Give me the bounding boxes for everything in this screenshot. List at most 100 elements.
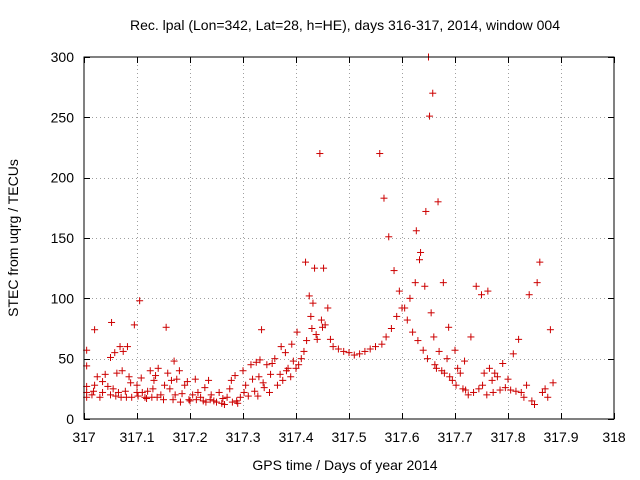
data-point: [268, 359, 276, 367]
data-point: [111, 349, 119, 357]
data-point: [303, 337, 311, 345]
y-tick-label: 300: [51, 49, 75, 65]
data-point: [485, 364, 493, 372]
data-point: [143, 394, 151, 402]
data-point: [164, 369, 172, 377]
data-point: [219, 394, 227, 402]
data-point: [480, 369, 488, 377]
data-point: [307, 312, 315, 320]
data-point: [401, 304, 409, 312]
data-point: [113, 369, 121, 377]
x-tick-label: 317.3: [225, 429, 260, 445]
data-point: [316, 150, 324, 158]
data-point: [205, 376, 213, 384]
data-point: [350, 351, 358, 359]
data-point: [434, 198, 442, 206]
data-point: [426, 112, 434, 120]
data-point: [334, 345, 342, 353]
data-point: [157, 391, 165, 399]
data-point: [215, 388, 223, 396]
data-points: [83, 53, 557, 409]
data-point: [484, 287, 492, 295]
data-point: [321, 321, 329, 329]
data-point: [421, 282, 429, 290]
data-point: [312, 331, 320, 339]
data-point: [456, 369, 464, 377]
data-point: [107, 391, 114, 399]
data-point: [406, 294, 414, 302]
data-point: [91, 381, 99, 389]
data-point: [279, 376, 287, 384]
data-point: [176, 398, 184, 406]
data-point: [451, 346, 459, 354]
data-point: [512, 387, 520, 395]
data-point: [382, 333, 390, 341]
y-tick-label: 50: [58, 351, 74, 367]
data-point: [446, 373, 454, 381]
data-point: [119, 347, 127, 355]
y-axis-label: STEC from uqrg / TECUs: [5, 159, 21, 317]
data-point: [249, 375, 257, 383]
data-point: [171, 391, 179, 399]
data-point: [266, 388, 273, 396]
data-point: [496, 386, 504, 394]
data-point: [432, 364, 440, 372]
data-point: [109, 385, 117, 393]
data-point: [166, 385, 174, 393]
data-point: [412, 227, 420, 235]
data-point: [121, 387, 129, 395]
data-point: [429, 89, 437, 97]
data-point: [138, 388, 146, 396]
x-tick-label: 317.8: [490, 429, 525, 445]
data-point: [162, 323, 170, 331]
data-point: [517, 388, 525, 396]
data-point: [123, 343, 131, 351]
data-point: [292, 364, 300, 372]
data-point: [288, 340, 296, 348]
data-point: [528, 397, 536, 405]
data-point: [472, 282, 480, 290]
data-point: [308, 325, 316, 332]
data-point: [326, 335, 334, 343]
data-point: [251, 387, 259, 395]
data-point: [493, 373, 501, 381]
data-point: [116, 343, 124, 351]
x-tick-label: 317.1: [119, 429, 154, 445]
x-tick-label: 317.5: [331, 429, 366, 445]
data-point: [258, 326, 266, 334]
data-point: [134, 392, 142, 400]
data-point: [242, 381, 250, 389]
data-point: [464, 391, 472, 399]
data-point: [201, 384, 209, 392]
data-point: [489, 388, 497, 396]
data-point: [254, 392, 262, 400]
data-point: [284, 364, 292, 372]
data-point: [247, 361, 255, 369]
x-tick-label: 317.6: [384, 429, 419, 445]
data-point: [185, 396, 193, 404]
data-point: [104, 382, 112, 390]
data-point: [108, 318, 116, 326]
data-point: [175, 367, 183, 375]
data-point: [387, 325, 395, 332]
data-point: [423, 355, 431, 363]
data-point: [320, 264, 328, 272]
data-point: [202, 398, 210, 406]
data-point: [186, 397, 194, 405]
x-tick-label: 318: [602, 429, 626, 445]
data-point: [523, 381, 531, 389]
data-point: [91, 326, 99, 334]
data-point: [154, 364, 162, 372]
data-point: [417, 248, 425, 256]
data-point: [101, 370, 109, 378]
data-point: [414, 337, 422, 345]
data-point: [395, 287, 403, 295]
data-point: [178, 390, 186, 398]
data-point: [149, 385, 157, 393]
data-point: [137, 374, 145, 382]
data-point: [287, 373, 295, 381]
data-point: [167, 376, 175, 384]
data-point: [99, 388, 107, 396]
data-point: [136, 297, 144, 305]
